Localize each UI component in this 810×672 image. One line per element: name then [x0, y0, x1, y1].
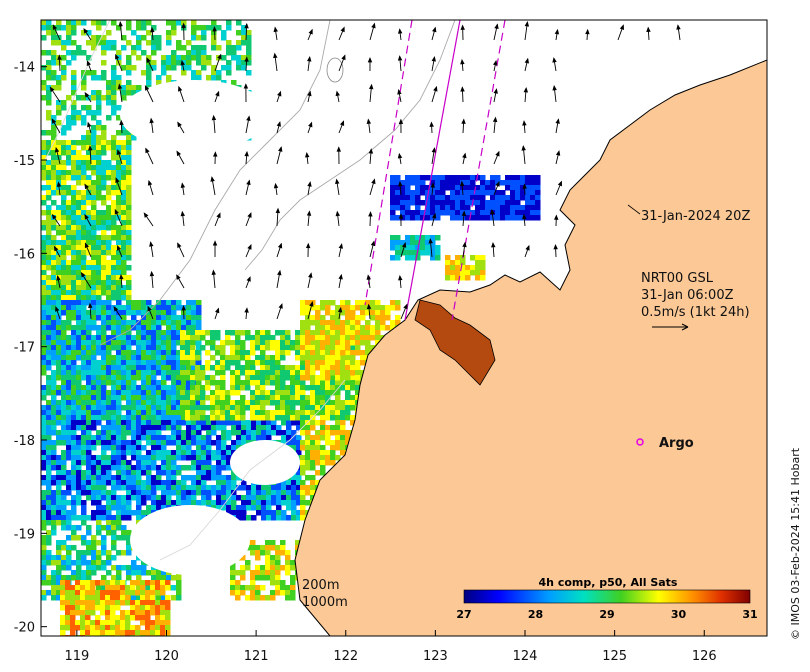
colorbar-tick-label: 28 — [528, 608, 543, 621]
king-sound — [414, 299, 496, 386]
track-time-label: 31-Jan-2024 20Z — [641, 209, 750, 224]
satellite-track — [364, 20, 506, 321]
y-axis: -14 -15 -16 -17 -18 -19 -20 — [14, 61, 47, 636]
x-tick-label: 120 — [154, 649, 179, 664]
x-tick-label: 123 — [423, 649, 448, 664]
y-tick-label: -17 — [14, 341, 35, 356]
y-tick-label: -20 — [14, 621, 35, 636]
y-tick-label: -15 — [14, 154, 35, 169]
land-mass — [294, 59, 767, 636]
y-tick-label: -16 — [14, 247, 35, 262]
x-tick-label: 124 — [513, 649, 538, 664]
colorbar-tick-label: 31 — [742, 608, 757, 621]
colorbar-title: 4h comp, p50, All Sats — [539, 576, 678, 589]
sst-field — [41, 20, 541, 636]
current-legend-line3: 0.5m/s (1kt 24h) — [641, 305, 750, 320]
colorbar: 4h comp, p50, All Sats 27 28 29 30 31 — [456, 576, 757, 621]
colorbar-tick-label: 30 — [671, 608, 687, 621]
x-axis: 119 120 121 122 123 124 125 126 — [64, 630, 717, 664]
x-tick-label: 125 — [602, 649, 627, 664]
current-vectors — [49, 21, 681, 320]
current-legend-line2: 31-Jan 06:00Z — [641, 288, 734, 303]
bathymetry-contours — [44, 20, 456, 561]
argo-label: Argo — [659, 436, 694, 451]
x-tick-label: 122 — [333, 649, 358, 664]
x-tick-label: 121 — [244, 649, 269, 664]
contour-label-200: 200m — [302, 578, 339, 593]
current-scale-arrow — [652, 323, 689, 331]
x-tick-label: 119 — [64, 649, 89, 664]
colorbar-gradient — [463, 589, 751, 604]
y-tick-label: -14 — [14, 61, 35, 76]
y-tick-label: -18 — [14, 434, 35, 449]
y-tick-label: -19 — [14, 527, 35, 542]
contour-label-1000: 1000m — [302, 595, 348, 610]
current-legend-line1: NRT00 GSL — [641, 271, 714, 286]
argo-marker — [636, 438, 644, 446]
colorbar-tick-label: 27 — [456, 608, 471, 621]
x-tick-label: 126 — [692, 649, 717, 664]
plot-frame — [40, 19, 768, 637]
colorbar-tick-label: 29 — [599, 608, 614, 621]
credit-text: © IMOS 03-Feb-2024 15:41 Hobart — [789, 447, 802, 640]
